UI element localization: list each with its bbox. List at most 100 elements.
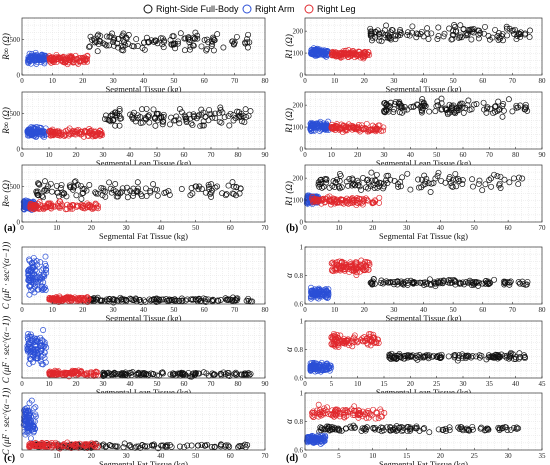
data-point [506,179,513,186]
data-point [364,197,371,204]
plot-frame [304,91,543,150]
data-point [373,171,380,178]
data-point [449,36,456,43]
data-point [497,185,504,191]
x-tick-label: 50 [192,452,200,460]
x-tick-label: 50 [192,224,200,232]
data-point [67,131,74,138]
y-axis-label: R∞ (Ω) [1,107,11,135]
x-axis-label: Segmental Tissue (kg) [105,313,181,323]
data-point [452,170,459,177]
data-point [67,57,74,64]
data-point [397,183,404,190]
x-tick-label: 20 [369,224,377,232]
x-tick-label: 0 [303,77,307,85]
data-point [178,295,185,302]
data-point [25,268,32,275]
data-point [91,131,98,138]
x-tick-label: 80 [512,151,520,159]
data-point [109,117,116,124]
data-point [202,113,209,120]
data-point [177,30,184,37]
data-point [42,287,49,293]
data-point [85,296,92,302]
data-point [143,193,150,200]
data-point [122,42,129,49]
data-point [55,203,61,209]
series-leg [328,120,387,136]
data-point [210,47,217,54]
data-point [386,33,393,40]
data-point [107,185,114,192]
x-tick-label: 40 [157,224,165,232]
data-point [174,40,181,47]
data-point [475,35,482,42]
data-point [189,190,196,197]
data-point [27,348,34,355]
series-arm [307,118,332,134]
data-point [70,56,77,63]
grid-lines [21,17,266,76]
data-point [48,296,55,303]
data-point [120,370,127,377]
grid-lines [304,17,543,76]
data-point [33,355,39,362]
data-point [321,199,328,205]
data-point [124,184,130,191]
x-tick-label: 40 [127,151,135,159]
data-point [127,187,134,194]
data-point [387,29,394,36]
data-point [512,26,518,33]
data-point [87,128,94,135]
data-point [421,172,428,179]
data-point [441,30,448,37]
data-point [372,197,378,204]
data-point [243,297,250,304]
data-point [397,27,404,33]
data-point [241,370,248,377]
legend-label-arm: Right Arm [255,4,295,14]
legend-entry-full-body: Right-Side Full-Body [143,4,239,14]
data-point [102,371,109,378]
data-point [28,351,35,358]
y-tick-label: 0 [17,72,21,80]
data-point [95,31,102,38]
y-axis-label: R1 (Ω) [284,181,294,207]
data-point [205,117,212,124]
data-point [366,128,373,135]
data-point [463,32,470,39]
x-axis-label: Segmental Fat Tissue (kg) [99,459,188,465]
data-point [37,358,44,365]
data-point [192,369,199,376]
data-point [501,176,508,183]
data-point [35,180,41,187]
data-point [236,113,243,120]
data-point [167,371,174,378]
data-point [34,338,41,345]
data-point [76,130,83,137]
data-point [41,285,47,292]
data-point [25,129,32,136]
data-point [111,369,118,376]
data-point [61,190,68,197]
data-point [28,348,35,354]
y-axis-label: R∞ (Ω) [1,180,11,208]
data-point [92,189,99,196]
data-point [168,41,175,48]
data-point [188,296,195,303]
subplot-6: 0 10 20 30 40 50 60 70 0 100 200 Segmental Fat Tiss… [284,164,546,241]
data-point [319,184,325,191]
data-point [382,32,389,39]
x-tick-label: 80 [235,380,243,388]
data-point [70,186,76,193]
x-tick-label: 20 [73,151,81,159]
data-point [185,36,192,43]
data-point [109,296,116,303]
data-point [176,120,183,127]
series-leg [309,193,383,209]
data-point [40,272,47,278]
data-point [463,30,470,36]
data-point [421,102,428,109]
data-point [307,123,314,130]
